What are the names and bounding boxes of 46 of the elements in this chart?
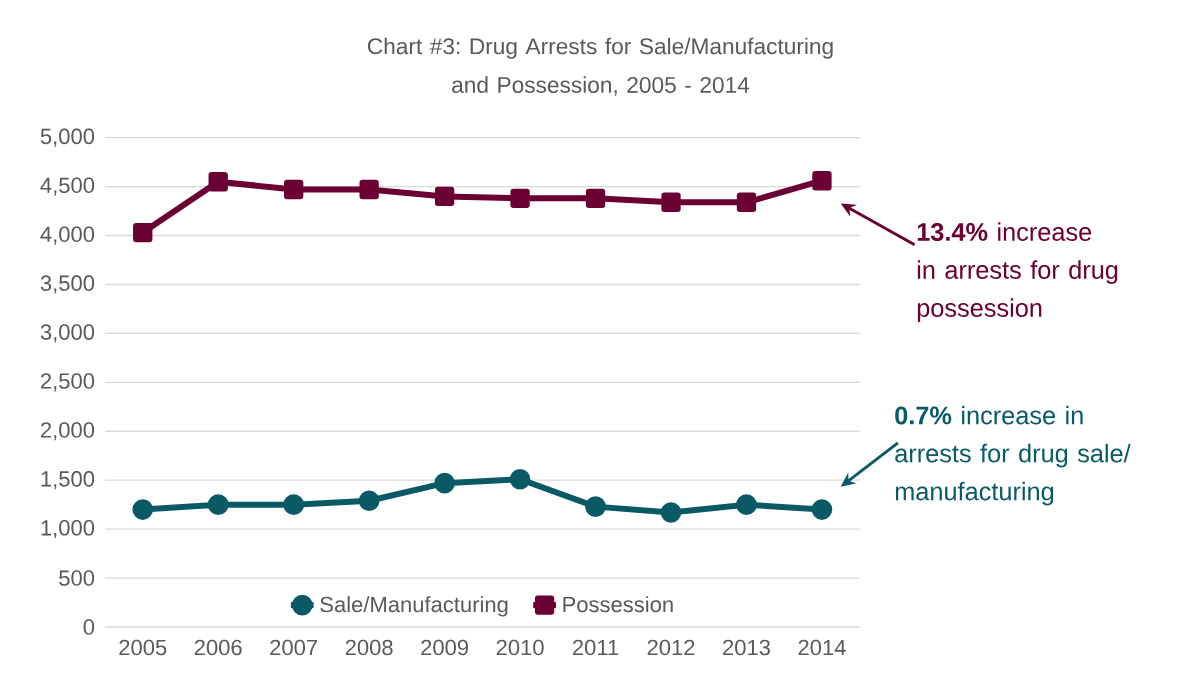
x-tick-label: 2005 bbox=[119, 639, 167, 656]
x-tick-label: 2014 bbox=[798, 639, 846, 656]
text: 13.4% increase in arrests for drug possession bbox=[917, 222, 1118, 322]
y-tick-label: 500 bbox=[59, 570, 95, 586]
y-tick-label: 5,000 bbox=[40, 128, 95, 147]
y-tick-label: 1,000 bbox=[41, 520, 95, 539]
point bbox=[660, 502, 682, 523]
x-tick-label: 2006 bbox=[194, 639, 242, 656]
y-tick-label: 2,000 bbox=[41, 422, 95, 441]
point bbox=[736, 494, 757, 515]
y-tick-label: 3,000 bbox=[40, 324, 95, 343]
point bbox=[133, 222, 153, 243]
legend-label: Sale/Manufacturing bbox=[320, 596, 508, 617]
y-tick-label: 4,000 bbox=[40, 226, 95, 245]
text: 0.7% increase in arrests for drug sale/ manufacturing bbox=[895, 405, 1131, 506]
point bbox=[207, 494, 229, 515]
point bbox=[736, 192, 757, 212]
point bbox=[812, 171, 832, 191]
x-tick-label: 2008 bbox=[345, 639, 393, 656]
point bbox=[283, 494, 304, 515]
point bbox=[585, 188, 606, 209]
x-tick-label: 2009 bbox=[421, 639, 469, 656]
point bbox=[359, 179, 379, 200]
point bbox=[434, 472, 455, 494]
point bbox=[434, 186, 455, 207]
point bbox=[811, 499, 833, 520]
x-tick-label: 2007 bbox=[270, 639, 318, 656]
x-tick-label: 2012 bbox=[647, 639, 695, 656]
x-tick-label: 2010 bbox=[496, 639, 544, 656]
chart-title: Chart #3: Drug Arrests for Sale/Manufacturing and Possession, 2005 - 2014 bbox=[367, 37, 833, 96]
y-tick-label: 0 bbox=[83, 619, 95, 635]
point bbox=[585, 496, 606, 517]
point bbox=[284, 179, 304, 200]
legend-label: Possession bbox=[563, 596, 673, 613]
point bbox=[132, 499, 154, 520]
x-tick-label: 2013 bbox=[723, 639, 770, 656]
y-tick-label: 1,500 bbox=[41, 471, 95, 490]
point bbox=[510, 188, 530, 209]
y-tick-label: 2,500 bbox=[41, 373, 95, 392]
point bbox=[509, 468, 531, 490]
point bbox=[661, 192, 681, 212]
x-tick-label: 2011 bbox=[572, 639, 619, 656]
y-tick-label: 4,500 bbox=[40, 177, 95, 196]
point bbox=[208, 172, 228, 192]
point bbox=[358, 490, 380, 512]
y-tick-label: 3,500 bbox=[40, 275, 95, 294]
